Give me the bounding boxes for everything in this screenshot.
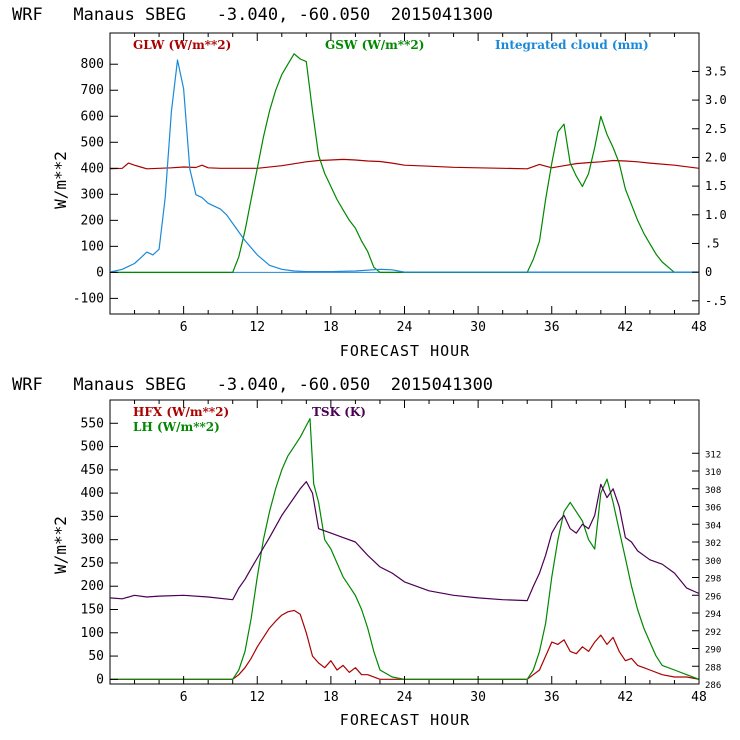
y2-tick-label: 286 [705,681,721,691]
y2-tick-label: 298 [705,575,721,585]
y-tick-label: 100 [81,626,104,641]
y-tick-label: 700 [81,83,104,98]
x-tick-label: 12 [249,690,265,705]
chart-1-legend-cloud: Integrated cloud (mm) [495,38,649,52]
x-tick-label: 36 [544,690,560,705]
x-tick-label: 42 [618,690,634,705]
chart-2-series [109,418,700,680]
chart-1-y-ticks: -100 0 100 200 300 400 500 600 700 800 [73,57,118,306]
chart-1-legend-glw: GLW (W/m**2) [133,38,231,52]
series-line-tsk [109,481,700,602]
x-tick-label: 36 [544,320,560,335]
y2-tick-label: 296 [705,592,721,602]
y-tick-label: 600 [81,109,104,124]
y2-tick-label: .5 [705,236,719,250]
chart-1-series [109,53,700,273]
x-tick-label: 48 [691,320,707,335]
y-tick-label: 150 [81,603,104,618]
x-tick-label: 18 [323,320,339,335]
chart-2-y-axis-label: W/m**2 [51,516,70,574]
x-tick-label: 6 [180,690,188,705]
chart-1-title: WRF Manaus SBEG -3.040, -60.050 20150413… [12,5,493,25]
y2-tick-label: 288 [705,663,721,673]
chart-2: WRF Manaus SBEG -3.040, -60.050 20150413… [12,375,721,729]
series-line-gsw [110,53,675,273]
chart-2-legend-tsk: TSK (K) [312,405,366,419]
y2-tick-label: 292 [705,628,721,638]
y2-tick-label: 310 [705,468,721,478]
y-tick-label: 200 [81,213,104,228]
x-tick-label: 42 [618,320,634,335]
y2-tick-label: 290 [705,646,721,656]
series-line-lh [110,418,700,680]
y-tick-label: 450 [81,463,104,478]
chart-1-y2-ticks: -.5 0 .5 1.0 1.5 2.0 2.5 3.0 3.5 [692,64,727,308]
y2-tick-label: 2.5 [705,122,727,136]
y2-tick-label: 306 [705,504,721,514]
y2-tick-label: 3.0 [705,93,727,107]
series-line-integrated [109,59,699,273]
y2-tick-label: 1.5 [705,179,727,193]
chart-1: WRF Manaus SBEG -3.040, -60.050 20150413… [12,5,727,360]
x-tick-label: 24 [397,320,413,335]
chart-1-x-axis-label: FORECAST HOUR [340,342,470,360]
y-tick-label: 100 [81,239,104,254]
y-tick-label: 400 [81,486,104,501]
x-tick-label: 30 [470,320,486,335]
y2-tick-label: 1.0 [705,208,727,222]
chart-1-y-axis-label: W/m**2 [51,151,70,209]
y-tick-label: 400 [81,161,104,176]
series-line-glw [109,158,700,170]
y2-tick-label: 302 [705,539,721,549]
x-tick-label: 48 [691,690,707,705]
y-tick-label: 300 [81,187,104,202]
chart-2-y2-ticks: 286 288 290 292 294 296 298 300 302 304 306 308 310 3… [692,450,721,691]
x-tick-label: 6 [180,320,188,335]
y-tick-label: 500 [81,135,104,150]
x-tick-label: 18 [323,690,339,705]
chart-2-legend-hfx: HFX (W/m**2) [133,405,229,419]
y-tick-label: 200 [81,579,104,594]
y-tick-label: 550 [81,416,104,431]
y2-tick-label: 312 [705,450,721,460]
chart-2-y-ticks: 0 50 100 150 200 250 300 350 400 450 500 550 [81,416,118,687]
y2-tick-label: 304 [705,521,721,531]
chart-2-x-axis-label: FORECAST HOUR [340,711,470,729]
x-tick-label: 12 [249,320,265,335]
y2-tick-label: 3.5 [705,64,727,78]
y2-tick-label: 300 [705,557,721,567]
y-tick-label: 50 [88,649,104,664]
y2-tick-label: 308 [705,486,721,496]
chart-2-title: WRF Manaus SBEG -3.040, -60.050 20150413… [12,375,493,395]
chart-2-plot-frame [109,399,700,685]
y-tick-label: 0 [96,265,104,280]
series-line-hfx [110,609,700,680]
chart-1-legend-gsw: GSW (W/m**2) [325,38,424,52]
x-tick-label: 24 [397,690,413,705]
y-tick-label: 250 [81,556,104,571]
y2-tick-label: -.5 [705,294,727,308]
chart-2-legend-lh: LH (W/m**2) [133,420,220,434]
chart-1-x-ticks: 6 12 18 24 30 36 42 48 [134,33,707,335]
y-tick-label: 350 [81,509,104,524]
y2-tick-label: 294 [705,610,721,620]
y-tick-label: 300 [81,533,104,548]
y-tick-label: -100 [73,291,104,306]
y2-tick-label: 0 [705,265,712,279]
y-tick-label: 500 [81,440,104,455]
x-tick-label: 30 [470,690,486,705]
y-tick-label: 0 [96,672,104,687]
y2-tick-label: 2.0 [705,150,727,164]
y-tick-label: 800 [81,57,104,72]
chart-2-x-ticks: 6 12 18 24 30 36 42 48 [134,400,707,705]
